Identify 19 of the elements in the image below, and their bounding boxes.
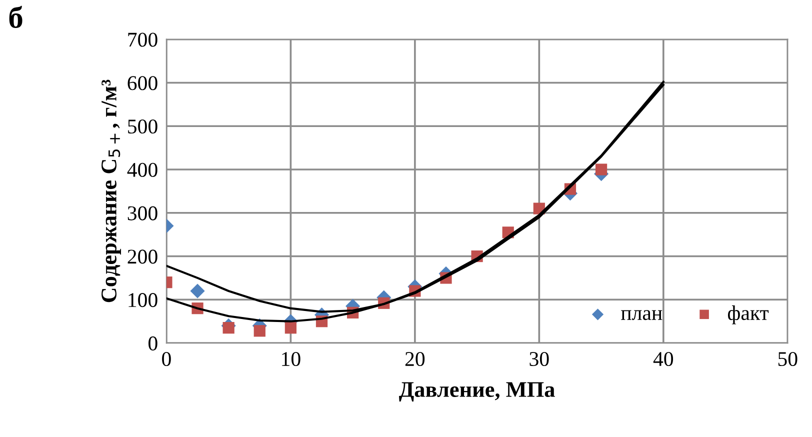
y-tick-label: 400 [127, 162, 158, 177]
y-tick-label: 500 [128, 119, 158, 134]
x-tick-label: 30 [530, 352, 549, 366]
y-tick-label: 100 [128, 293, 158, 308]
legend-label: план [621, 310, 662, 320]
x-tick-label: 10 [282, 352, 300, 366]
y-tick-label: 200 [128, 250, 158, 264]
y-axis-title: Содержание C$_{5+}$, г/м³ [102, 80, 121, 302]
y-tick-label: 700 [128, 32, 158, 47]
x-tick-label: 50 [778, 352, 798, 366]
x-axis-title: Давление, МПа [398, 382, 555, 402]
y-tick-label: 0 [148, 336, 158, 350]
y-tick-label: 600 [128, 76, 158, 90]
x-tick-label: 0 [162, 352, 171, 366]
legend-label: факт [728, 305, 769, 324]
text: б [9, 6, 22, 28]
x-tick-label: 20 [405, 352, 425, 366]
y-tick-label: 300 [128, 206, 158, 220]
x-tick-label: 40 [653, 352, 674, 366]
